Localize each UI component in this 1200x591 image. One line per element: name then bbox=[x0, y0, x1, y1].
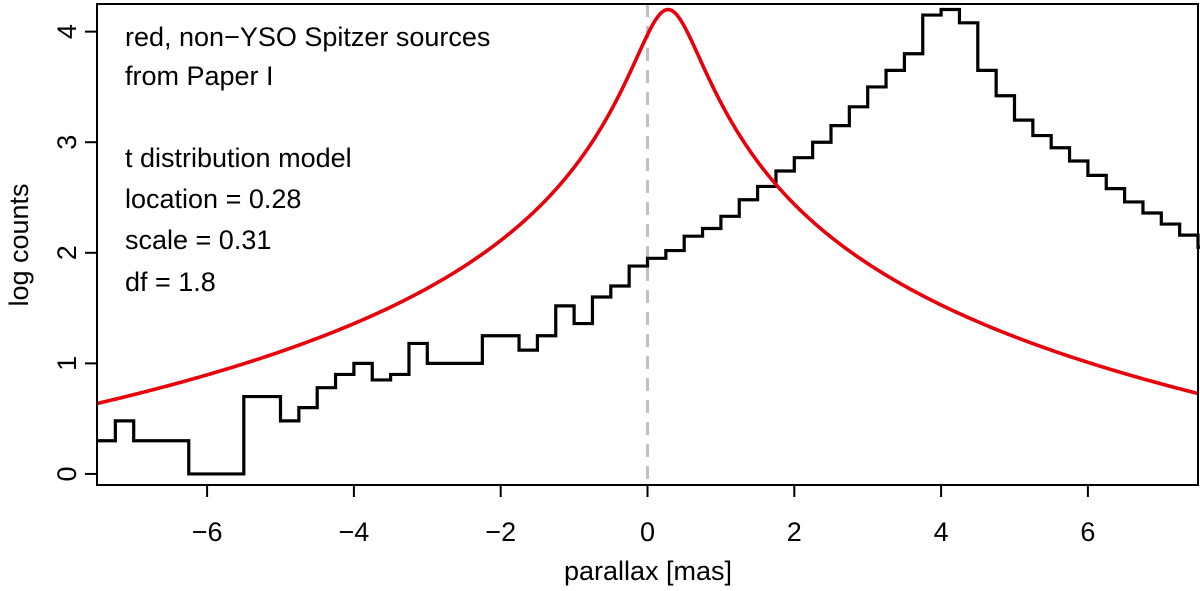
annotation-line-6: df = 1.8 bbox=[125, 267, 216, 297]
y-tick-label: 4 bbox=[52, 24, 82, 39]
annotation-line-1: red, non−YSO Spitzer sources bbox=[125, 22, 490, 52]
plot-content bbox=[96, 4, 1200, 485]
x-axis-title: parallax [mas] bbox=[564, 556, 732, 586]
annotation-line-3: t distribution model bbox=[125, 143, 352, 173]
x-tick-label: −6 bbox=[192, 517, 223, 547]
x-tick-label: −2 bbox=[485, 517, 516, 547]
x-tick-label: 2 bbox=[787, 517, 802, 547]
x-tick-label: 4 bbox=[934, 517, 949, 547]
y-tick-label: 3 bbox=[52, 135, 82, 150]
annotation-line-4: location = 0.28 bbox=[125, 184, 301, 214]
x-axis-ticks: −6 −4 −2 0 2 4 6 bbox=[192, 485, 1095, 547]
y-tick-label: 2 bbox=[52, 245, 82, 260]
x-tick-label: −4 bbox=[339, 517, 370, 547]
y-axis-ticks: 0 1 2 3 4 bbox=[52, 24, 97, 481]
annotation-block: red, non−YSO Spitzer sources from Paper … bbox=[125, 22, 490, 297]
x-tick-label: 6 bbox=[1080, 517, 1095, 547]
y-tick-label: 0 bbox=[52, 466, 82, 481]
annotation-line-5: scale = 0.31 bbox=[125, 225, 271, 255]
plot-frame bbox=[96, 3, 1199, 486]
annotation-line-2: from Paper I bbox=[125, 61, 274, 91]
y-axis-title: log counts bbox=[4, 183, 34, 306]
y-tick-label: 1 bbox=[52, 356, 82, 371]
x-tick-label: 0 bbox=[640, 517, 655, 547]
histogram-step-line bbox=[97, 7, 1200, 476]
t-distribution-fit-curve bbox=[96, 7, 1199, 406]
